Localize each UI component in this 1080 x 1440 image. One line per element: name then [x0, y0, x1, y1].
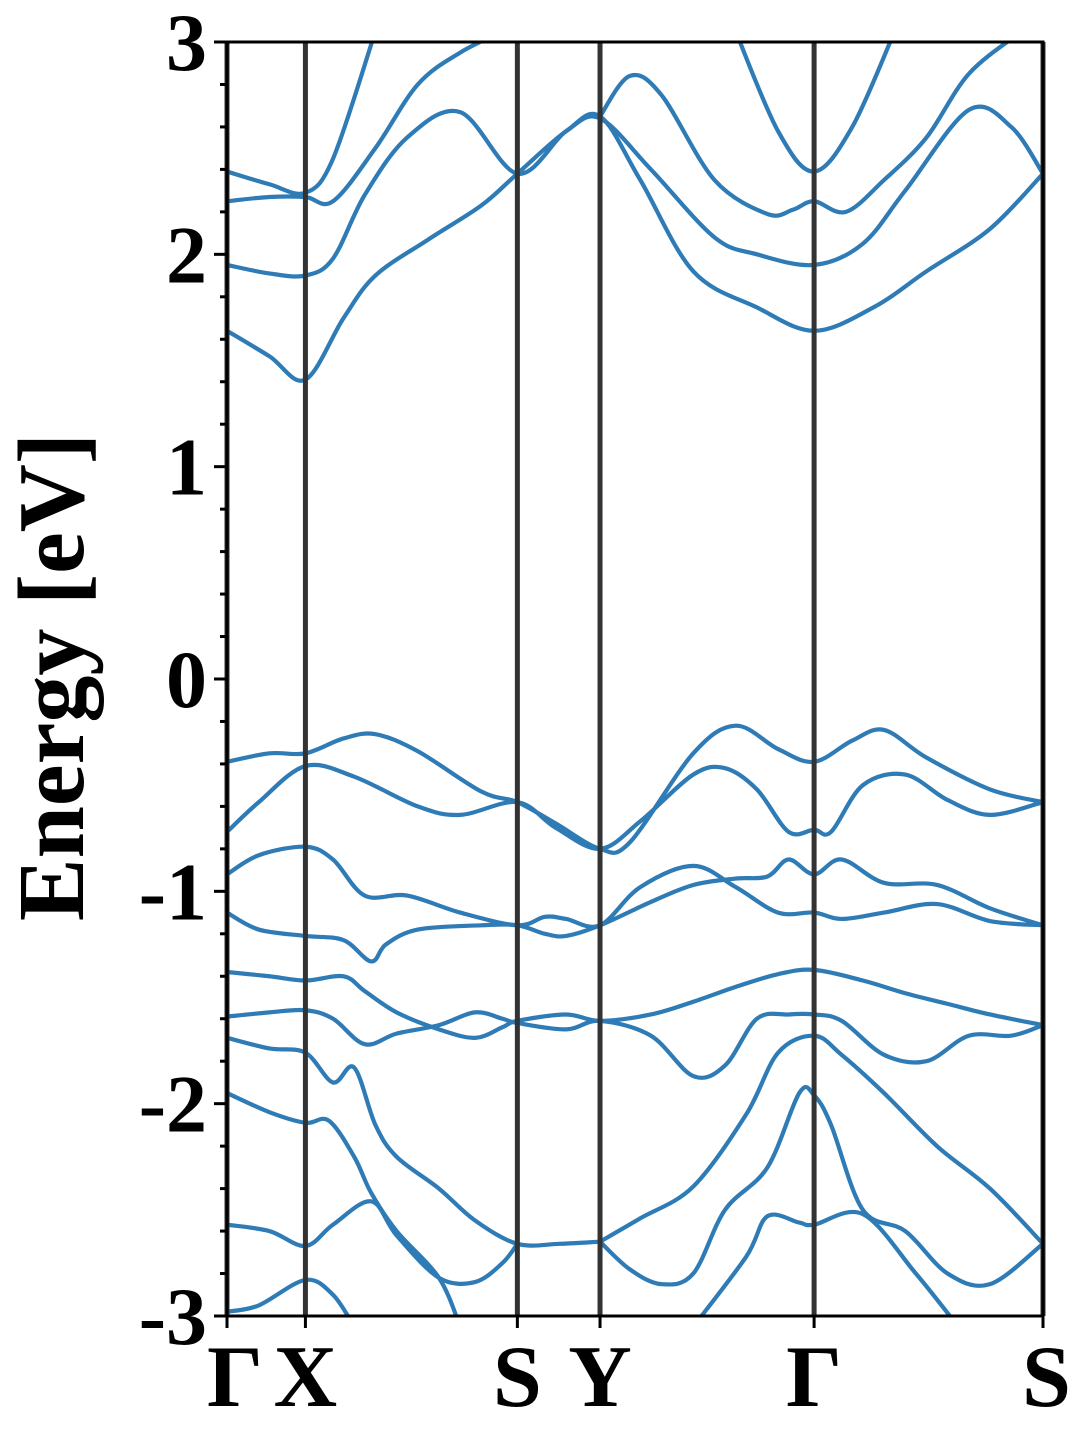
band-line-9 [227, 723, 1043, 855]
x-tick-label-4: Γ [786, 1329, 842, 1426]
band-line-17 [597, 1085, 1043, 1288]
y-tick-label: 1 [166, 422, 207, 513]
x-tick-label-1: X [274, 1329, 338, 1426]
y-tick-label: 3 [166, 0, 207, 88]
band-line-2 [227, 1090, 459, 1316]
x-tick-label-0: Γ [207, 1329, 263, 1426]
x-tick-label-5: S [1022, 1329, 1071, 1426]
y-tick-label: -1 [139, 846, 207, 937]
band-line-0 [227, 1277, 351, 1316]
y-tick-label: 0 [166, 634, 207, 725]
y-tick-label: 2 [166, 209, 207, 300]
band-line-6 [227, 857, 1043, 964]
band-line-11 [227, 104, 1043, 279]
band-line-18 [698, 1210, 953, 1316]
axes-frame [225, 40, 1045, 1318]
y-axis-label: Energy [eV] [0, 433, 104, 921]
band-line-7 [227, 844, 1043, 929]
x-tick-label-2: S [493, 1329, 542, 1426]
band-line-4 [227, 1007, 1043, 1080]
band-line-14 [597, 42, 1011, 218]
band-line-8 [227, 762, 1043, 851]
y-axis-ticks: -3 -2 -1 0 1 2 3 [139, 0, 227, 1362]
band-line-3 [227, 1035, 603, 1248]
band-line-1 [227, 1199, 520, 1286]
band-line-12 [227, 42, 485, 207]
band-line-13 [227, 42, 375, 196]
y-tick-label: -3 [139, 1271, 207, 1362]
band-line-5 [227, 967, 1043, 1040]
band-lines [227, 42, 1043, 1316]
band-line-16 [597, 1033, 1043, 1246]
high-symmetry-lines [224, 42, 1046, 1316]
y-tick-label: -2 [139, 1059, 207, 1150]
x-tick-label-3: Y [568, 1329, 632, 1426]
